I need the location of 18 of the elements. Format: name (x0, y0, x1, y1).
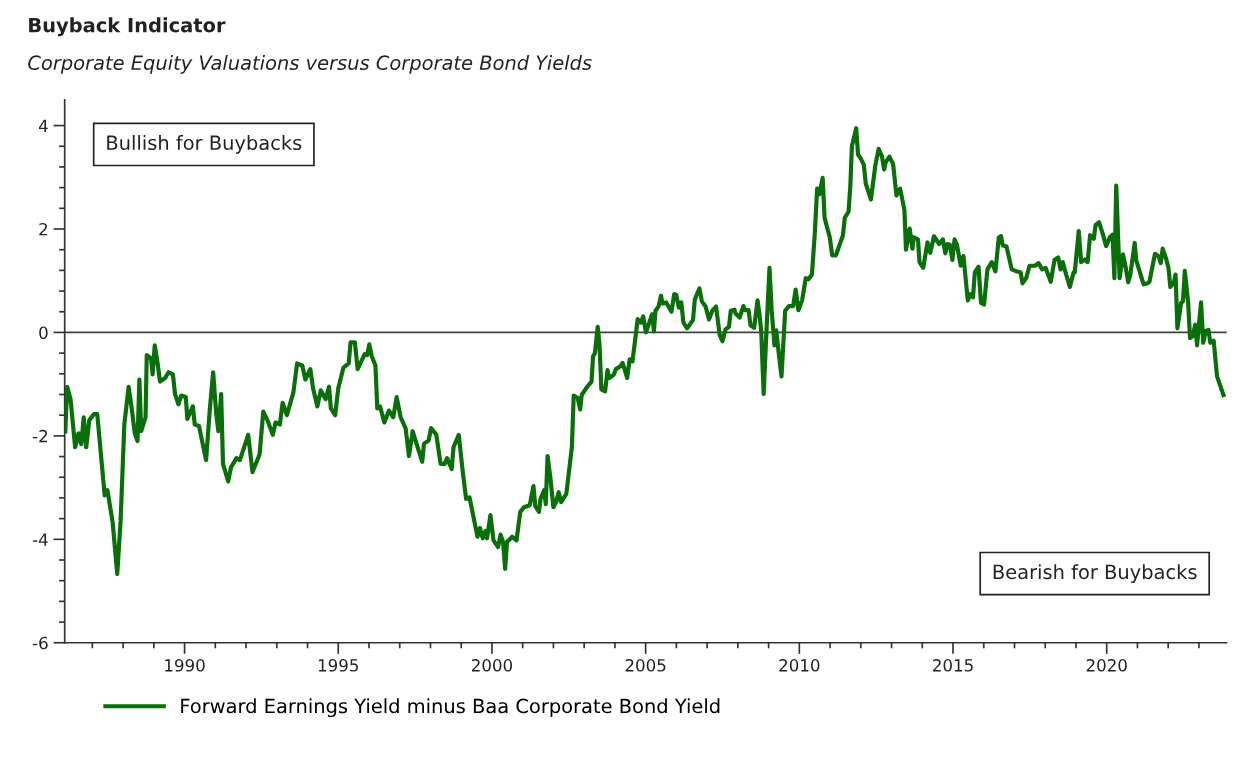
chart-title: Buyback Indicator (29, 17, 226, 37)
x-tick-label: 2010 (779, 659, 820, 672)
y-tick-label: 4 (38, 119, 48, 132)
y-tick-label: 0 (39, 326, 48, 340)
annotation: Bullish for Buybacks (107, 135, 302, 154)
y-tick-label: -6 (32, 636, 48, 650)
legend-label: Forward Earnings Yield minus Baa Corporate Bond Yield (181, 698, 720, 718)
x-tick-label: 2005 (625, 659, 666, 672)
x-tick-label: 1990 (165, 659, 205, 672)
chart-subtitle: Corporate Equity Valuations versus Corporate Bond Yields (28, 55, 592, 74)
annotation: Bearish for Buybacks (993, 564, 1197, 584)
x-tick-label: 2020 (1086, 659, 1127, 672)
x-tick-label: 1995 (318, 659, 359, 672)
y-tick-label: -2 (32, 429, 48, 443)
y-tick-label: -4 (32, 533, 48, 546)
y-tick-label: 2 (39, 222, 48, 236)
x-tick-label: 2015 (933, 659, 973, 672)
x-tick-label: 2000 (471, 659, 513, 672)
